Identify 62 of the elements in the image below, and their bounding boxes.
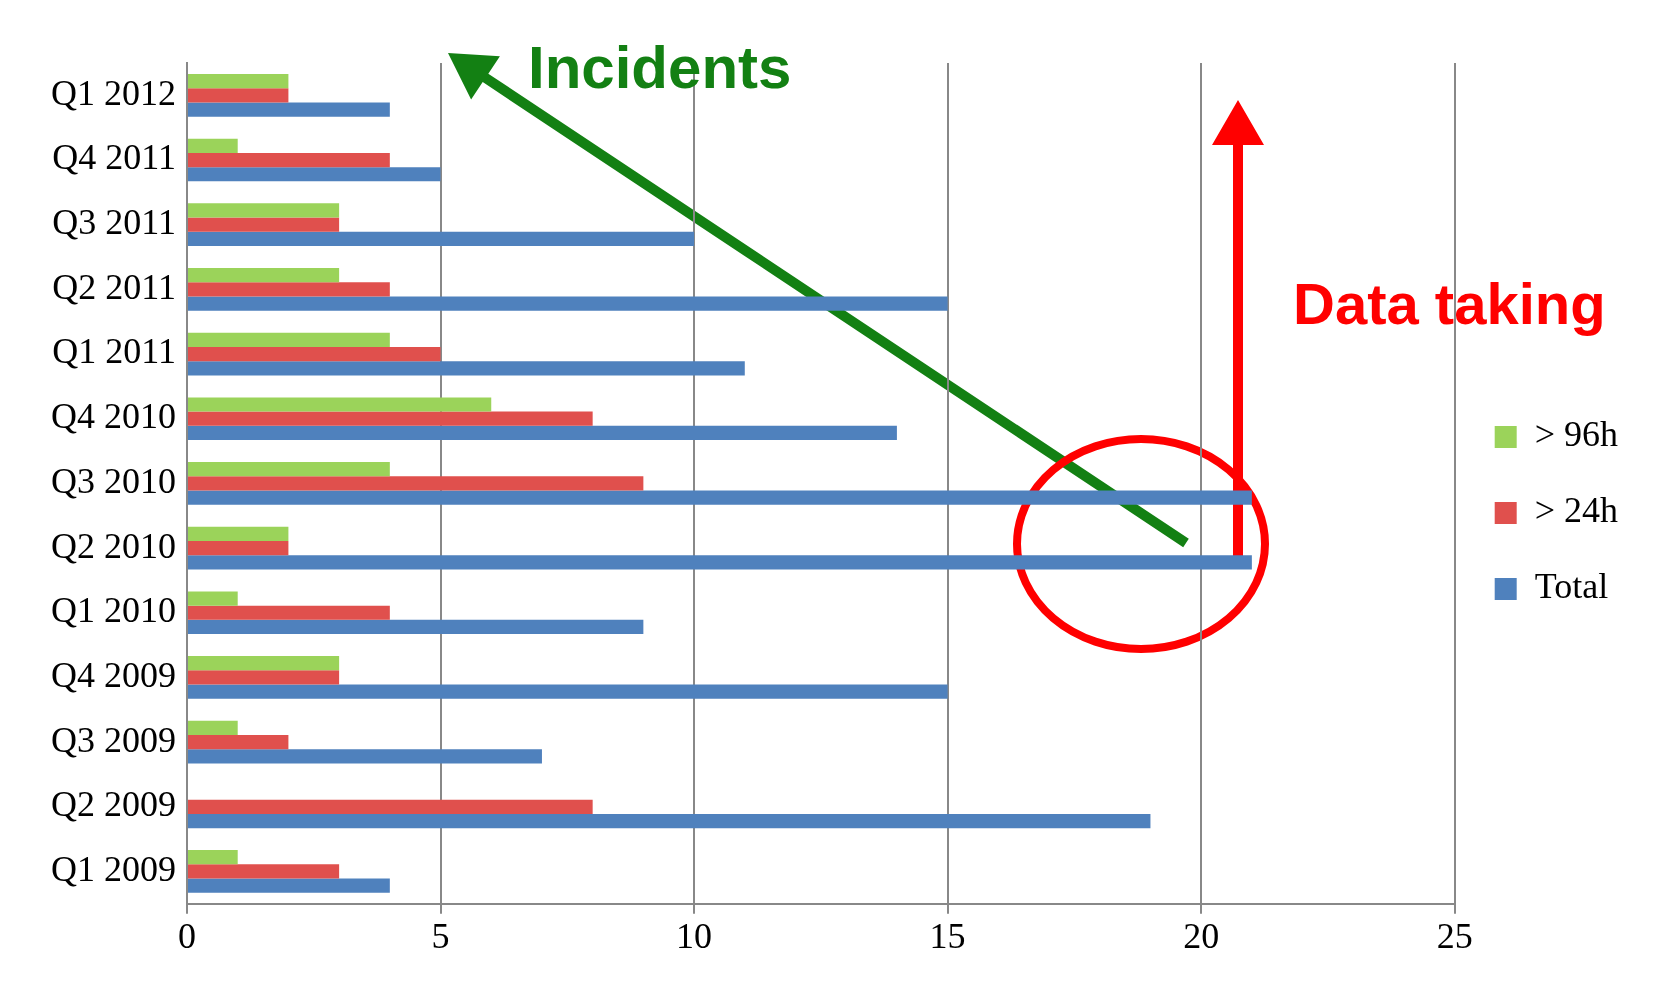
- bar: [188, 734, 289, 750]
- bar: [188, 749, 542, 764]
- bar: [188, 231, 695, 247]
- bar: [188, 591, 238, 606]
- x-tick-label: 15: [929, 915, 966, 956]
- bar: [188, 397, 492, 412]
- bar: [188, 656, 340, 671]
- legend-label: > 24h: [1534, 490, 1619, 531]
- y-tick-label: Q2 2009: [51, 784, 176, 825]
- y-tick-label: Q2 2010: [51, 525, 176, 566]
- bar: [188, 490, 1252, 505]
- bar: [188, 361, 745, 376]
- x-tick-label: 20: [1183, 915, 1220, 956]
- bar: [188, 74, 289, 89]
- bar: [188, 878, 390, 893]
- bar: [188, 282, 390, 297]
- bar: [188, 152, 390, 168]
- bar: [188, 102, 390, 117]
- bar: [188, 813, 1151, 829]
- bar: [188, 684, 948, 699]
- bar: [188, 462, 390, 477]
- bar: [188, 296, 948, 311]
- y-tick-label: Q4 2011: [52, 137, 176, 178]
- legend-label: Total: [1534, 566, 1609, 607]
- bar: [188, 476, 644, 491]
- y-tick-label: Q1 2009: [51, 848, 176, 889]
- bar: [188, 138, 238, 153]
- y-tick-label: Q3 2009: [51, 719, 176, 760]
- annotation: Data taking: [1293, 270, 1606, 337]
- bar: [188, 720, 238, 735]
- bar: [188, 88, 289, 103]
- y-tick-label: Q4 2010: [51, 396, 176, 437]
- bar: [188, 619, 644, 635]
- y-tick-label: Q1 2012: [51, 72, 176, 113]
- bar: [188, 540, 289, 556]
- bar: [188, 605, 390, 620]
- x-tick-label: 0: [178, 915, 196, 956]
- x-tick-label: 5: [431, 915, 450, 956]
- y-tick-label: Q1 2011: [52, 331, 176, 372]
- y-tick-label: Q3 2010: [51, 460, 176, 501]
- bar: [188, 425, 897, 441]
- bar: [188, 167, 441, 182]
- y-tick-label: Q3 2011: [52, 202, 176, 243]
- bar: [188, 850, 238, 865]
- bar: [188, 332, 390, 347]
- bar: [188, 203, 340, 218]
- annotation: Incidents: [528, 33, 792, 102]
- bar: [188, 864, 340, 879]
- bar: [188, 411, 593, 426]
- bar: [188, 526, 289, 541]
- x-tick-label: 25: [1436, 915, 1473, 956]
- x-tick-label: 10: [676, 915, 713, 956]
- bar: [188, 670, 340, 685]
- bar: [188, 268, 340, 283]
- bar: [188, 555, 1252, 570]
- y-tick-label: Q1 2010: [51, 590, 176, 631]
- legend-label: > 96h: [1534, 414, 1619, 455]
- y-tick-label: Q2 2011: [52, 266, 176, 307]
- bar: [188, 217, 340, 232]
- bar: [188, 346, 441, 362]
- y-tick-label: Q4 2009: [51, 654, 176, 695]
- bar: [188, 799, 593, 814]
